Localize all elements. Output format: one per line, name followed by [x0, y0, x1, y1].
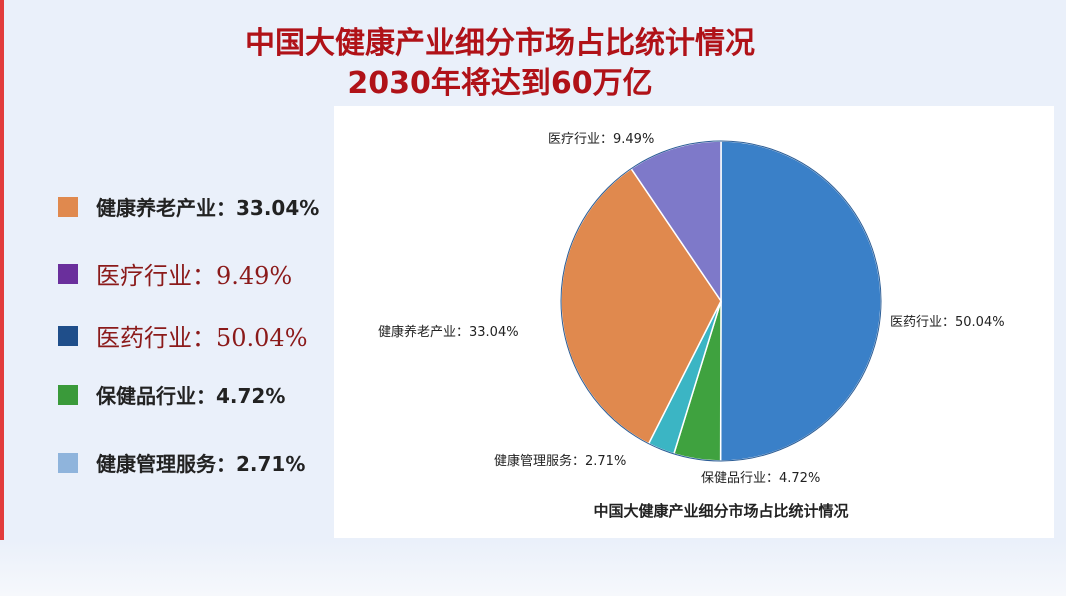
- title-line-1: 中国大健康产业细分市场占比统计情况: [245, 26, 755, 61]
- legend-swatch: [58, 263, 78, 284]
- legend-label: 保健品行业：4.72%: [96, 384, 286, 408]
- slice-label-0: 医药行业：50.04%: [890, 315, 1005, 330]
- legend-label: 医药行业：50.04%: [96, 324, 308, 352]
- chart-caption: 中国大健康产业细分市场占比统计情况: [593, 502, 848, 520]
- pie-slices: [560, 140, 882, 462]
- pie-slice-0: [719, 140, 882, 462]
- legend-label: 医疗行业：9.49%: [96, 262, 293, 290]
- legend-swatch: [58, 384, 78, 405]
- slice-label-2: 健康管理服务：2.71%: [494, 453, 626, 469]
- legend-swatch: [58, 196, 78, 217]
- legend-swatch: [58, 325, 78, 346]
- legend-label: 健康管理服务：2.71%: [96, 452, 306, 476]
- chart-panel: 医药行业：50.04% 保健品行业：4.72% 健康管理服务：2.71% 健康养老产业…: [334, 106, 1054, 538]
- legend-item-medical: 医疗行业：9.49%: [58, 256, 292, 291]
- slice-label-3: 健康养老产业：33.04%: [378, 324, 519, 340]
- legend-label: 健康养老产业：33.04%: [96, 196, 320, 220]
- legend-item-elderly-care: 健康养老产业：33.04%: [58, 192, 319, 221]
- legend-item-health-management: 健康管理服务：2.71%: [58, 448, 305, 477]
- legend-item-supplements: 保健品行业：4.72%: [58, 380, 285, 409]
- slice-label-1: 保健品行业：4.72%: [701, 471, 820, 486]
- pie-outline: [560, 140, 882, 462]
- slice-label-4: 医疗行业：9.49%: [548, 132, 654, 147]
- pie-chart: 医药行业：50.04% 保健品行业：4.72% 健康管理服务：2.71% 健康养老产业…: [378, 132, 1005, 520]
- title-line-2: 2030年将达到60万亿: [347, 66, 653, 101]
- slice-labels: 医药行业：50.04% 保健品行业：4.72% 健康管理服务：2.71% 健康养老产业…: [378, 132, 1005, 486]
- legend-item-pharma: 医药行业：50.04%: [58, 318, 308, 353]
- bottom-fade: [0, 540, 1066, 596]
- accent-bar: [0, 0, 4, 596]
- legend-swatch: [58, 452, 78, 473]
- page-title: 中国大健康产业细分市场占比统计情况 2030年将达到60万亿: [180, 24, 820, 104]
